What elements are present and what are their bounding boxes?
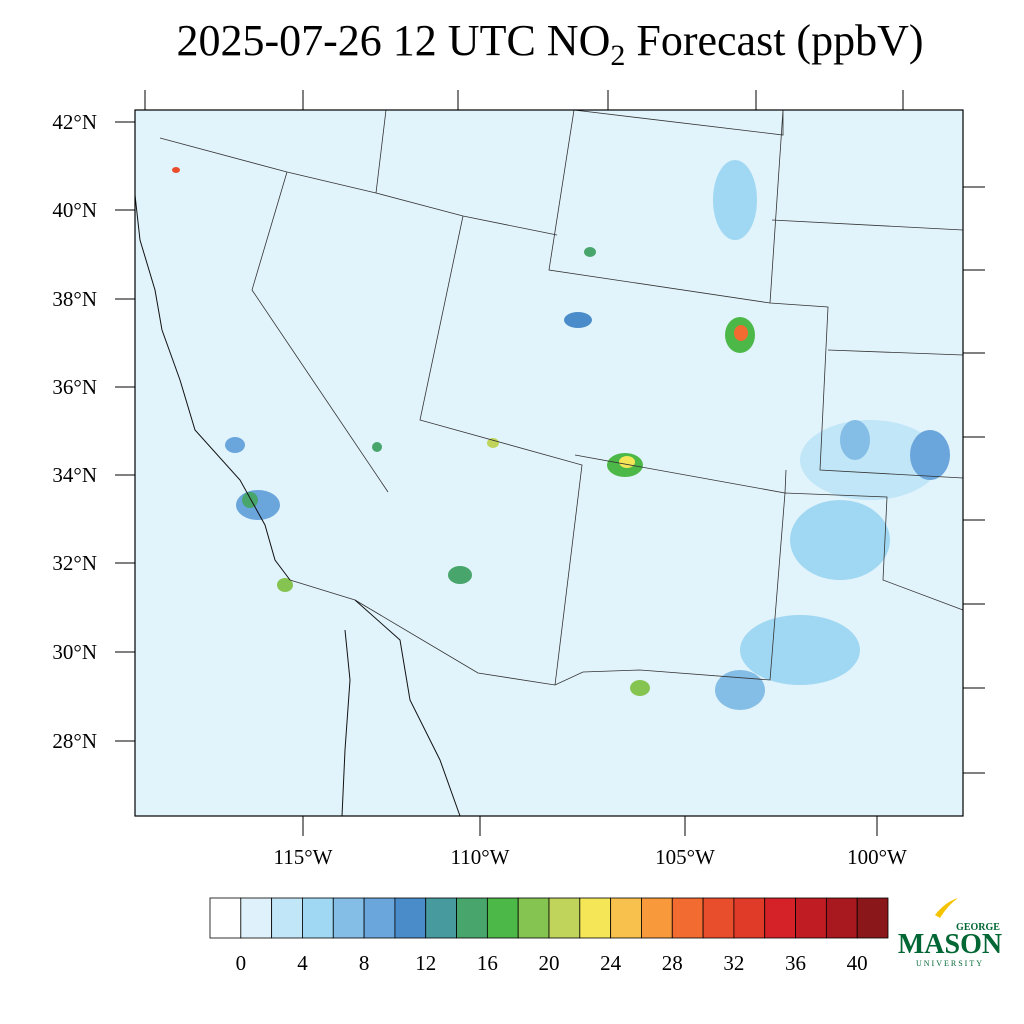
state-borders [159,109,964,686]
colorbar-label: 16 [477,951,498,975]
colorbar-label: 8 [359,951,370,975]
title: 2025-07-26 12 UTC NO2 Forecast (ppbV) [177,16,924,72]
colorbar-box [302,897,334,939]
colorbar-box [209,897,242,939]
map-ticks: 42°N 40°N 38°N 36°N 34°N 32°N 30°N 28°N 115°W 110… [52,90,985,869]
colorbar-label: 40 [847,951,868,975]
colorbar-label: 0 [236,951,247,975]
colorbar-box [825,897,858,939]
lat-label: 40°N [52,198,97,222]
logo-bottom: UNIVERSITY [916,959,984,968]
lat-label: 28°N [52,729,97,753]
title-rest: Forecast (ppbV) [625,16,923,65]
colorbar-box [671,897,704,939]
lon-label: 115°W [274,845,333,869]
colorbar-box [332,897,365,939]
concentration-field [172,160,950,710]
logo: GEORGE MASON UNIVERSITY [898,898,1002,968]
lat-label: 30°N [52,640,97,664]
colorbar-label: 32 [723,951,744,975]
colorbar-box [764,897,796,939]
title-main: 2025-07-26 12 UTC NO [177,16,611,65]
lon-label: 110°W [451,845,510,869]
colorbar-label: 20 [539,951,560,975]
logo-main: MASON [898,929,1002,960]
lat-label: 32°N [52,551,97,575]
colorbar-label: 24 [600,951,622,975]
lat-label: 34°N [52,463,97,487]
lat-label: 38°N [52,287,97,311]
colorbar-box [394,897,427,939]
colorbar-box [733,897,766,939]
colorbar-box [456,897,488,939]
title-sub: 2 [610,39,625,72]
colorbar-box [856,897,889,939]
colorbar: 0 4 8 12 16 20 24 28 32 36 40 [209,897,889,975]
colorbar-label: 28 [662,951,683,975]
lat-label: 42°N [52,110,97,134]
colorbar-label: 36 [785,951,806,975]
colorbar-box [641,897,673,939]
colorbar-box [579,897,612,939]
colorbar-box [425,897,457,939]
map-frame [134,109,964,817]
colorbar-box [240,897,273,939]
colorbar-box [486,897,519,939]
lat-label: 36°N [52,375,97,399]
logo-top: GEORGE [956,922,1000,933]
coastline [134,194,461,817]
colorbar-box [702,897,735,939]
colorbar-box [517,897,550,939]
colorbar-box [363,897,396,939]
colorbar-box [548,897,581,939]
colorbar-label: 12 [415,951,436,975]
logo-swoosh [935,898,958,918]
lon-label: 100°W [847,845,907,869]
colorbar-label: 4 [297,951,308,975]
colorbar-box [610,897,642,939]
colorbar-box [795,897,827,939]
lon-label: 105°W [655,845,715,869]
colorbar-box [271,897,303,939]
